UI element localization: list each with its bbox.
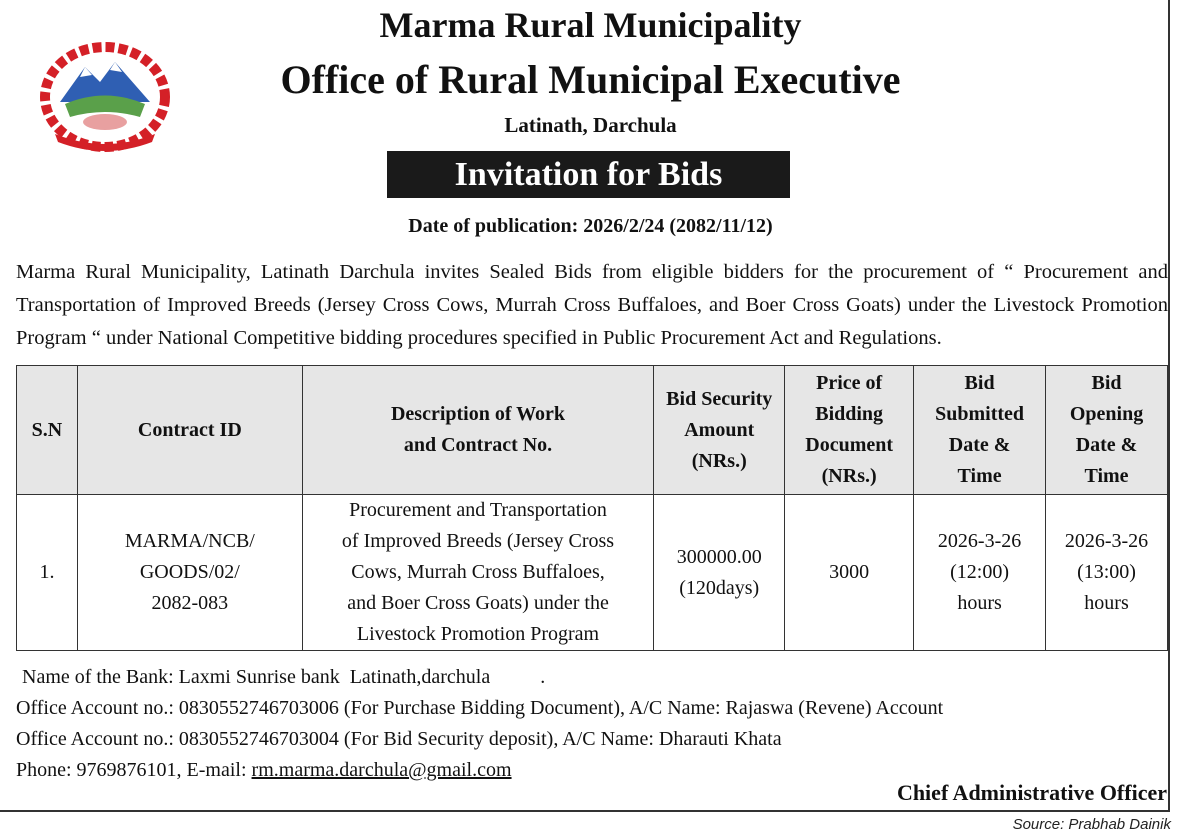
cell-line: 2082-083 [151, 592, 229, 614]
table-cell: Procurement and Transportation of Improve… [301, 494, 655, 651]
header-line: Opening [1069, 403, 1144, 425]
cell-line: GOODS/02/ [139, 561, 240, 583]
table-cell: 300000.00 (120days) [653, 494, 786, 651]
cell-line: of Improved Breeds (Jersey Cross [341, 530, 615, 552]
cell-line: (12:00) [950, 561, 1010, 583]
nepal-emblem-icon [40, 42, 170, 152]
source-credit: Source: Prabhab Dainik [1012, 816, 1171, 833]
office-name: Office of Rural Municipal Executive [280, 57, 901, 102]
header-line: Time [1084, 465, 1129, 487]
header-line: Bid [1091, 372, 1122, 394]
contact-line: Phone: 9769876101, E-mail: rm.marma.darc… [16, 759, 512, 782]
intro-paragraph: Marma Rural Municipality, Latinath Darch… [16, 261, 1168, 349]
header-line: Description of Work [390, 403, 566, 425]
column-header: Description of Work and Contract No. [301, 365, 655, 495]
cell-line: MARMA/NCB/ [124, 530, 255, 552]
header-line: and Contract No. [403, 434, 553, 456]
header-line: S.N [31, 418, 63, 441]
column-header: S.N [16, 365, 78, 495]
table-cell: 3000 [784, 494, 915, 651]
cell-line: 3000 [829, 561, 870, 583]
header-line: Time [957, 465, 1002, 487]
municipality-name: Marma Rural Municipality [379, 5, 802, 45]
table-cell: 2026-3-26 (12:00) hours [913, 494, 1047, 651]
header-line: (NRs.) [821, 465, 877, 487]
invitation-banner: Invitation for Bids [387, 151, 790, 198]
cell-line: and Boer Cross Goats) under the [347, 592, 609, 614]
email-link[interactable]: rm.marma.darchula@gmail.com [251, 759, 512, 781]
header-line: (NRs.) [691, 449, 747, 472]
header-line: Date & [1075, 434, 1138, 456]
table-row: 1. MARMA/NCB/GOODS/02/2082-083 Procurement… [16, 494, 1168, 651]
cell-line: Procurement and Transportation [349, 499, 607, 521]
cell-line: hours [1084, 592, 1129, 614]
phone: Phone: 9769876101, E-mail: [16, 759, 252, 781]
bid-table: S.N Contract ID Description of Work and Con… [16, 365, 1168, 651]
column-header: Price of Bidding Document (NRs.) [784, 365, 915, 495]
account-purchase: Office Account no.: 0830552746703006 (Fo… [16, 697, 944, 719]
signatory: Chief Administrative Officer [896, 780, 1167, 805]
table-cell: 1. [16, 494, 78, 651]
cell-line: 300000.00 [676, 545, 762, 568]
publication-date: Date of publication: 2026/2/24 (2082/11/… [408, 215, 773, 237]
table-cell: MARMA/NCB/GOODS/02/2082-083 [76, 494, 303, 651]
table-cell: 2026-3-26 (13:00) hours [1045, 494, 1168, 651]
header-line: Submitted [935, 403, 1025, 425]
header-line: Bid Security [666, 387, 773, 410]
column-header: Contract ID [76, 365, 303, 495]
cell-line: hours [957, 592, 1002, 614]
account-security: Office Account no.: 0830552746703004 (Fo… [16, 728, 782, 750]
header-line: Bidding [815, 403, 884, 425]
column-header: Bid Security Amount (NRs.) [653, 365, 786, 495]
cell-line: (120days) [679, 576, 760, 599]
cell-line: 1. [39, 561, 55, 583]
header-line: Bid [964, 372, 995, 394]
cell-line: (13:00) [1077, 561, 1136, 583]
header-line: Amount [684, 418, 755, 441]
location: Latinath, Darchula [504, 113, 677, 137]
cell-line: Cows, Murrah Cross Buffaloes, [351, 561, 605, 583]
column-header: Bid Submitted Date & Time [913, 365, 1047, 495]
cell-line: 2026-3-26 [1064, 530, 1149, 552]
table-header-row: S.N Contract ID Description of Work and Con… [16, 365, 1168, 495]
header-line: Contract ID [137, 418, 242, 441]
cell-line: Livestock Promotion Program [356, 623, 600, 645]
header-line: Price of [816, 372, 883, 394]
header-line: Document [805, 434, 894, 456]
bank-name: Name of the Bank: Laxmi Sunrise bank Lat… [22, 666, 546, 688]
header-line: Date & [948, 434, 1011, 456]
notice-frame [0, 0, 1170, 812]
column-header: Bid Opening Date & Time [1045, 365, 1168, 495]
cell-line: 2026-3-26 [937, 530, 1022, 552]
